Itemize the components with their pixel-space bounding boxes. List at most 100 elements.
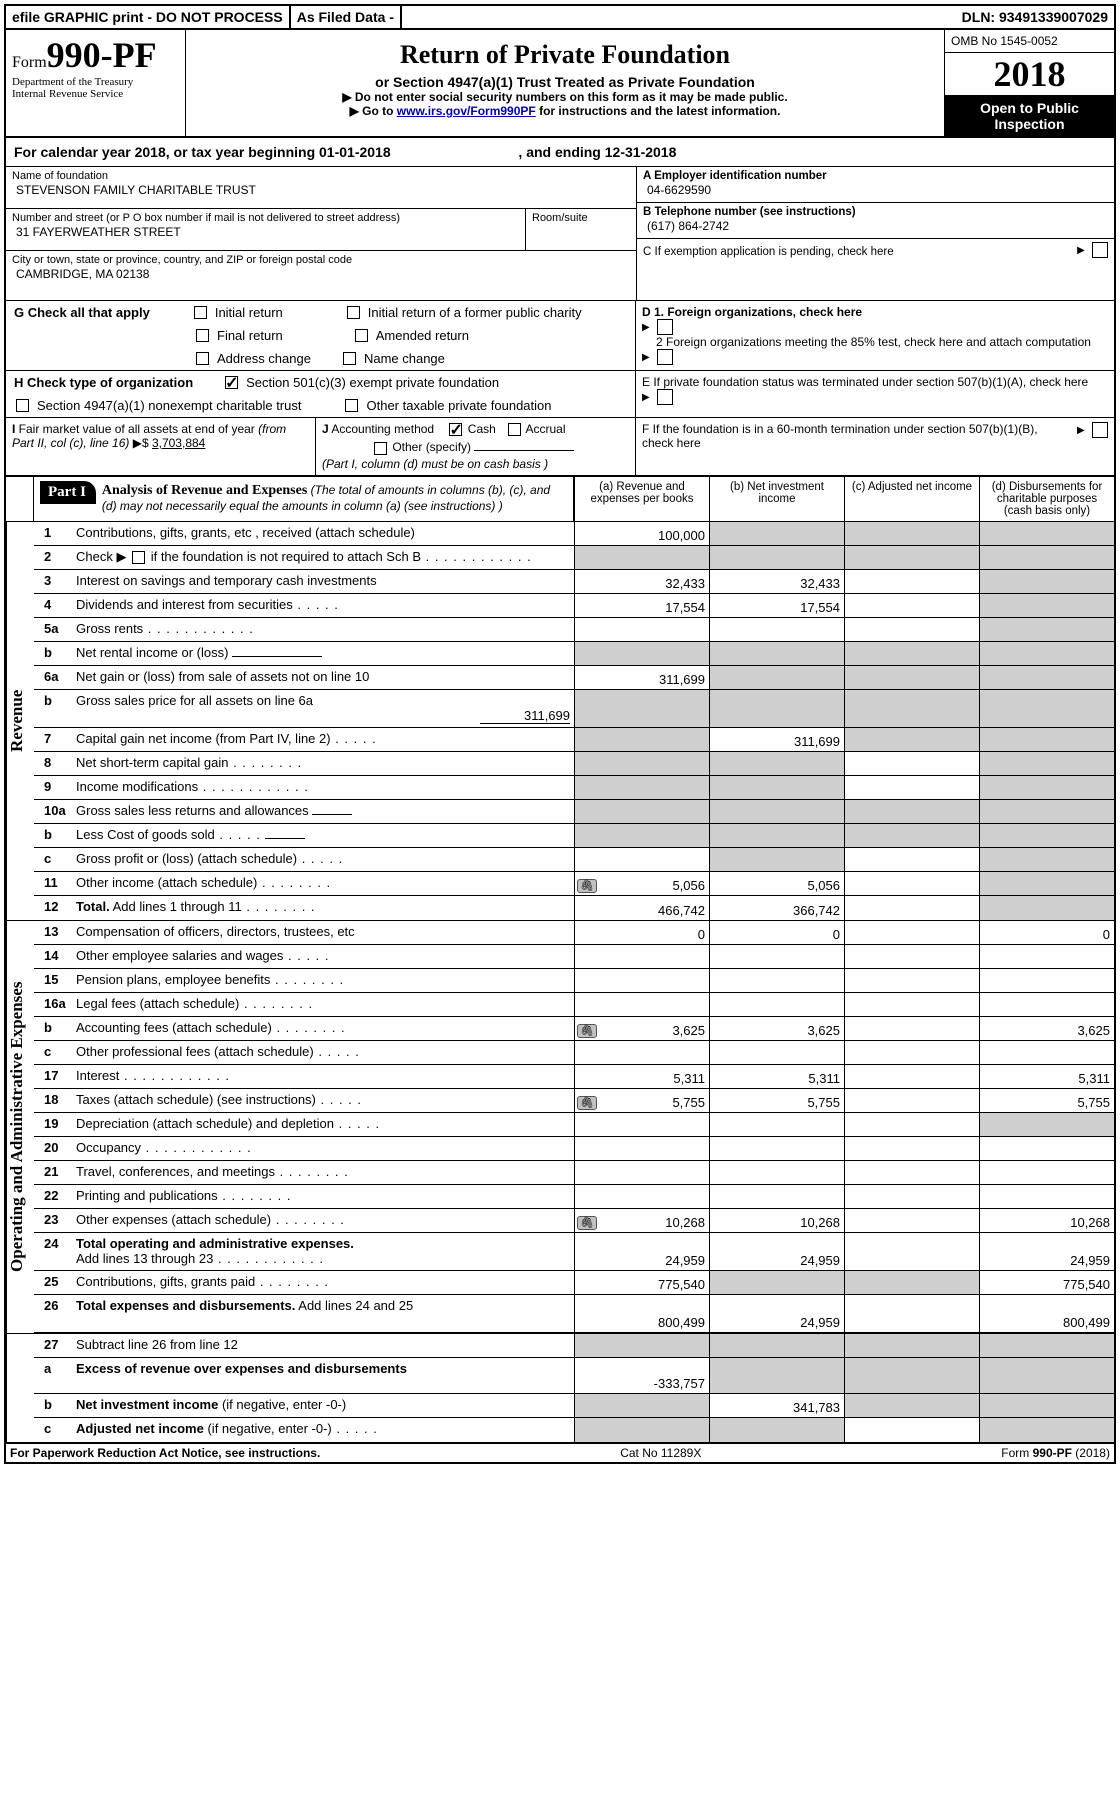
- revenue-side-label: Revenue: [6, 522, 34, 920]
- line-12: Total. Add lines 1 through 11: [76, 896, 574, 920]
- d1-checkbox[interactable]: [657, 319, 673, 335]
- line-17: Interest: [76, 1065, 574, 1088]
- line-6b: Gross sales price for all assets on line…: [76, 690, 574, 727]
- efile-notice: efile GRAPHIC print - DO NOT PROCESS: [6, 6, 289, 28]
- j-note: (Part I, column (d) must be on cash basi…: [322, 455, 629, 471]
- form-id-block: Form990-PF Department of the Treasury In…: [6, 30, 186, 136]
- line-10c: Gross profit or (loss) (attach schedule): [76, 848, 574, 871]
- line-27a: Excess of revenue over expenses and disb…: [76, 1358, 574, 1393]
- final-return-checkbox[interactable]: [196, 329, 209, 342]
- attachment-icon[interactable]: [577, 879, 597, 893]
- line-11: Other income (attach schedule): [76, 872, 574, 895]
- exemption-pending-label: C If exemption application is pending, c…: [643, 246, 1068, 258]
- line-15: Pension plans, employee benefits: [76, 969, 574, 992]
- form-title: Return of Private Foundation: [196, 40, 934, 70]
- city-label: City or town, state or province, country…: [12, 254, 630, 266]
- public-inspection-box: Open to Public Inspection: [945, 95, 1114, 136]
- year-block: OMB No 1545-0052 2018 Open to Public Ins…: [944, 30, 1114, 136]
- title-block: Return of Private Foundation or Section …: [186, 30, 944, 136]
- line-7: Capital gain net income (from Part IV, l…: [76, 728, 574, 751]
- sch-b-checkbox[interactable]: [132, 551, 145, 564]
- foundation-name: STEVENSON FAMILY CHARITABLE TRUST: [12, 182, 630, 199]
- fmv-value: 3,703,884: [152, 436, 205, 450]
- line-16a: Legal fees (attach schedule): [76, 993, 574, 1016]
- line-10b: Less Cost of goods sold: [76, 824, 574, 847]
- part1-title: Analysis of Revenue and Expenses: [102, 483, 307, 498]
- line-13: Compensation of officers, directors, tru…: [76, 921, 574, 944]
- line-9: Income modifications: [76, 776, 574, 799]
- ein-value: 04-6629590: [643, 182, 1108, 199]
- cash-checkbox[interactable]: [449, 423, 462, 436]
- form-header: Form990-PF Department of the Treasury In…: [6, 30, 1114, 138]
- page-footer: For Paperwork Reduction Act Notice, see …: [6, 1442, 1114, 1462]
- dept-irs: Internal Revenue Service: [12, 88, 179, 100]
- section-i-j-f: I Fair market value of all assets at end…: [6, 418, 1114, 477]
- other-taxable-checkbox[interactable]: [345, 399, 358, 412]
- instr-line-1: ▶ Do not enter social security numbers o…: [196, 90, 934, 104]
- amended-return-checkbox[interactable]: [355, 329, 368, 342]
- d2-label: 2 Foreign organizations meeting the 85% …: [642, 335, 1108, 349]
- form-number: 990-PF: [47, 35, 157, 75]
- h-label: H Check type of organization: [14, 375, 193, 390]
- arrow-icon: [1077, 244, 1085, 256]
- line-20: Occupancy: [76, 1137, 574, 1160]
- line-16c: Other professional fees (attach schedule…: [76, 1041, 574, 1064]
- attachment-icon[interactable]: [577, 1216, 597, 1230]
- line-27: Subtract line 26 from line 12: [76, 1334, 574, 1357]
- 501c3-checkbox[interactable]: [225, 376, 238, 389]
- line-27c: Adjusted net income (if negative, enter …: [76, 1418, 574, 1442]
- fmv-label: I Fair market value of all assets at end…: [12, 422, 286, 450]
- form-subtitle: or Section 4947(a)(1) Trust Treated as P…: [196, 74, 934, 90]
- instr-line-2: ▶ Go to www.irs.gov/Form990PF for instru…: [196, 104, 934, 118]
- attachment-icon[interactable]: [577, 1096, 597, 1110]
- line-5a: Gross rents: [76, 618, 574, 641]
- f-label: F If the foundation is in a 60-month ter…: [642, 422, 1068, 450]
- line-6a: Net gain or (loss) from sale of assets n…: [76, 666, 574, 689]
- line-26: Total expenses and disbursements. Add li…: [76, 1295, 574, 1332]
- line-3: Interest on savings and temporary cash i…: [76, 570, 574, 593]
- line-14: Other employee salaries and wages: [76, 945, 574, 968]
- city-value: CAMBRIDGE, MA 02138: [12, 266, 630, 283]
- phone-label: B Telephone number (see instructions): [643, 206, 1108, 218]
- address-change-checkbox[interactable]: [196, 352, 209, 365]
- footer-right: Form 990-PF (2018): [1001, 1446, 1110, 1460]
- as-filed-label: As Filed Data -: [289, 6, 402, 28]
- address-label: Number and street (or P O box number if …: [12, 212, 519, 224]
- omb-number: OMB No 1545-0052: [945, 30, 1114, 53]
- footer-left: For Paperwork Reduction Act Notice, see …: [10, 1446, 320, 1460]
- initial-return-former-checkbox[interactable]: [347, 306, 360, 319]
- line-8: Net short-term capital gain: [76, 752, 574, 775]
- line-21: Travel, conferences, and meetings: [76, 1161, 574, 1184]
- line-4: Dividends and interest from securities: [76, 594, 574, 617]
- calendar-year-line: For calendar year 2018, or tax year begi…: [6, 138, 1114, 167]
- col-b-header: (b) Net investment income: [709, 477, 844, 521]
- other-method-checkbox[interactable]: [374, 442, 387, 455]
- expenses-side-label: Operating and Administrative Expenses: [6, 921, 34, 1333]
- line-27-section: 27Subtract line 26 from line 12 aExcess …: [6, 1333, 1114, 1442]
- instructions-link[interactable]: www.irs.gov/Form990PF: [397, 104, 536, 118]
- room-suite-label: Room/suite: [526, 209, 636, 250]
- attachment-icon[interactable]: [577, 1024, 597, 1038]
- initial-return-checkbox[interactable]: [194, 306, 207, 319]
- f-checkbox[interactable]: [1092, 422, 1108, 438]
- line-18: Taxes (attach schedule) (see instruction…: [76, 1089, 574, 1112]
- tax-year: 2018: [945, 53, 1114, 95]
- address-value: 31 FAYERWEATHER STREET: [12, 224, 519, 241]
- dept-treasury: Department of the Treasury: [12, 76, 179, 88]
- 4947a1-checkbox[interactable]: [16, 399, 29, 412]
- line-1: Contributions, gifts, grants, etc , rece…: [76, 522, 574, 545]
- accrual-checkbox[interactable]: [508, 423, 521, 436]
- col-a-header: (a) Revenue and expenses per books: [574, 477, 709, 521]
- d1-label: D 1. Foreign organizations, check here: [642, 305, 862, 319]
- e-checkbox[interactable]: [657, 389, 673, 405]
- col-d-header: (d) Disbursements for charitable purpose…: [979, 477, 1114, 521]
- footer-cat: Cat No 11289X: [620, 1446, 701, 1460]
- form-container: efile GRAPHIC print - DO NOT PROCESS As …: [4, 4, 1116, 1464]
- name-change-checkbox[interactable]: [343, 352, 356, 365]
- line-27b: Net investment income (if negative, ente…: [76, 1394, 574, 1417]
- phone-value: (617) 864-2742: [643, 218, 1108, 235]
- line-2: Check ▶ if the foundation is not require…: [76, 546, 574, 569]
- d2-checkbox[interactable]: [657, 349, 673, 365]
- part1-label: Part I: [40, 481, 96, 504]
- exemption-checkbox[interactable]: [1092, 242, 1108, 258]
